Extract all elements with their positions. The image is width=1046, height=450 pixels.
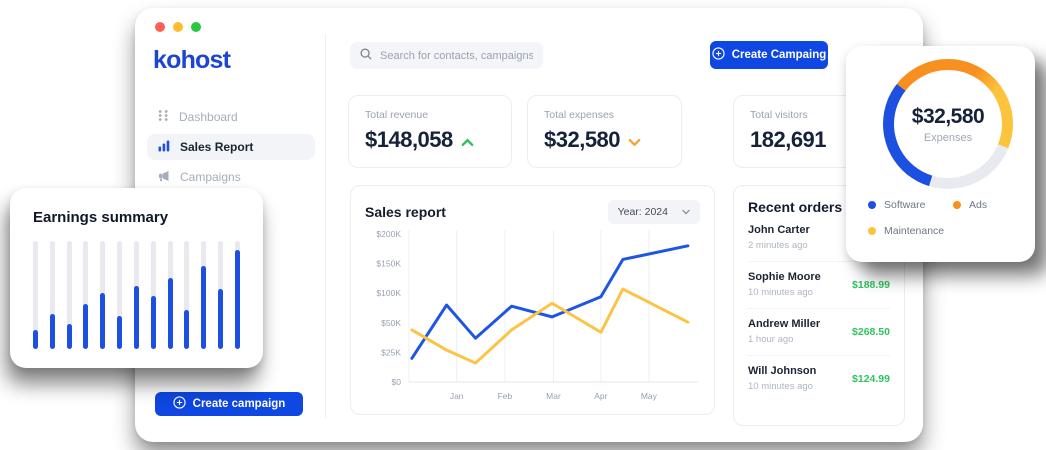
chevron-up-icon — [461, 127, 474, 153]
sidebar-item-label: Dashboard — [179, 110, 238, 124]
svg-text:$50K: $50K — [381, 318, 401, 328]
sidebar-item-dashboard[interactable]: Dashboard — [147, 104, 315, 130]
sales-report-title: Sales report — [365, 204, 446, 220]
order-name: Sophie Moore — [748, 271, 821, 283]
stat-card-expenses: Total expenses $32,580 — [527, 95, 682, 168]
software-dot-icon — [868, 201, 876, 209]
stat-value: $32,580 — [544, 127, 665, 153]
earnings-bar — [117, 241, 123, 349]
order-name: John Carter — [748, 224, 810, 236]
sidebar-item-label: Campaigns — [180, 170, 241, 184]
expenses-donut-chart: $32,580 Expenses — [883, 59, 1013, 189]
order-time: 10 minutes ago — [748, 287, 813, 298]
chevron-down-icon — [628, 127, 641, 153]
minimize-window-icon[interactable] — [173, 22, 183, 32]
order-amount: $124.99 — [852, 372, 890, 385]
earnings-summary-card: Earnings summary — [10, 188, 263, 368]
sales-report-card: Sales report Year: 2024 $0 $25K $50K $100K $… — [350, 185, 715, 415]
sidebar-divider — [325, 34, 326, 418]
sidebar-item-campaigns[interactable]: Campaigns — [147, 164, 315, 190]
year-filter-dropdown[interactable]: Year: 2024 — [607, 200, 700, 224]
megaphone-icon — [158, 170, 170, 185]
main-window: kohost Dashboard Sales Report — [135, 8, 923, 442]
order-name: Will Johnson — [748, 365, 817, 377]
order-time: 2 minutes ago — [748, 240, 808, 251]
maximize-window-icon[interactable] — [191, 22, 201, 32]
chevron-down-icon — [682, 206, 690, 218]
svg-text:Jan: Jan — [450, 391, 464, 401]
sidebar-item-sales-report[interactable]: Sales Report — [147, 134, 315, 160]
stat-label: Total revenue — [365, 109, 429, 121]
window-controls — [155, 22, 201, 32]
earnings-bar — [100, 241, 106, 349]
svg-text:$150K: $150K — [376, 259, 401, 269]
earnings-bar-chart — [33, 241, 240, 349]
svg-text:$0: $0 — [392, 377, 402, 387]
maintenance-dot-icon — [868, 227, 876, 235]
svg-text:$200K: $200K — [376, 229, 401, 239]
svg-text:$100K: $100K — [376, 288, 401, 298]
order-row[interactable]: Will Johnson 10 minutes ago $124.99 — [748, 356, 890, 402]
ads-dot-icon — [953, 201, 961, 209]
earnings-bar — [167, 241, 173, 349]
create-campaing-button[interactable]: Create Campaing — [710, 41, 828, 69]
stat-label: Total expenses — [544, 109, 615, 121]
order-name: Andrew Miller — [748, 318, 821, 330]
plus-circle-icon — [173, 396, 186, 412]
stat-value: 182,691 — [750, 127, 827, 152]
bar-chart-icon — [158, 140, 170, 155]
earnings-summary-title: Earnings summary — [33, 209, 169, 226]
order-time: 1 hour ago — [748, 334, 794, 345]
earnings-bar — [133, 241, 139, 349]
plus-circle-icon — [712, 47, 725, 63]
expenses-total-label: Expenses — [923, 131, 973, 144]
svg-text:Mar: Mar — [546, 391, 561, 401]
sales-line-chart: $0 $25K $50K $100K $150K $200K Jan Feb Mar Apr May — [376, 229, 698, 401]
earnings-bar — [201, 241, 207, 349]
expenses-legend: Software Ads Maintenance — [868, 199, 987, 237]
app-logo: kohost — [153, 46, 231, 74]
expenses-total-value: $32,580 — [911, 104, 985, 128]
order-row[interactable]: Sophie Moore 10 minutes ago $188.99 — [748, 262, 890, 309]
earnings-bar — [49, 241, 55, 349]
svg-text:May: May — [641, 391, 658, 401]
earnings-bar — [66, 241, 72, 349]
earnings-bar — [33, 241, 38, 349]
earnings-bar — [184, 241, 190, 349]
svg-text:$25K: $25K — [381, 347, 401, 357]
order-amount: $268.50 — [852, 325, 890, 338]
close-window-icon[interactable] — [155, 22, 165, 32]
order-time: 10 minutes ago — [748, 381, 813, 392]
earnings-bar — [234, 241, 240, 349]
sidebar-item-label: Sales Report — [180, 140, 254, 154]
create-campaign-button[interactable]: Create campaign — [155, 392, 303, 416]
stat-value: $148,058 — [365, 127, 495, 153]
legend-item-software: Software — [868, 199, 953, 211]
stat-card-revenue: Total revenue $148,058 — [348, 95, 512, 168]
svg-text:Apr: Apr — [594, 391, 607, 401]
legend-item-ads: Ads — [953, 199, 987, 211]
search-bar[interactable] — [350, 42, 543, 69]
grid-icon — [158, 110, 169, 124]
legend-item-maintenance: Maintenance — [868, 225, 953, 237]
recent-orders-card: Recent orders John Carter 2 minutes ago … — [733, 185, 905, 426]
search-input[interactable] — [380, 49, 533, 62]
recent-orders-title: Recent orders — [748, 199, 843, 215]
sidebar-nav: Dashboard Sales Report Campaigns — [147, 104, 315, 194]
order-row[interactable]: Andrew Miller 1 hour ago $268.50 — [748, 309, 890, 356]
stat-label: Total visitors — [750, 109, 808, 121]
expenses-breakdown-card: $32,580 Expenses Software Ads Maintenanc… — [846, 46, 1035, 262]
earnings-bar — [218, 241, 224, 349]
earnings-bar — [83, 241, 89, 349]
order-amount: $188.99 — [852, 278, 890, 291]
order-row[interactable]: John Carter 2 minutes ago — [748, 215, 890, 262]
search-icon — [360, 47, 372, 65]
svg-text:Feb: Feb — [498, 391, 513, 401]
earnings-bar — [150, 241, 156, 349]
